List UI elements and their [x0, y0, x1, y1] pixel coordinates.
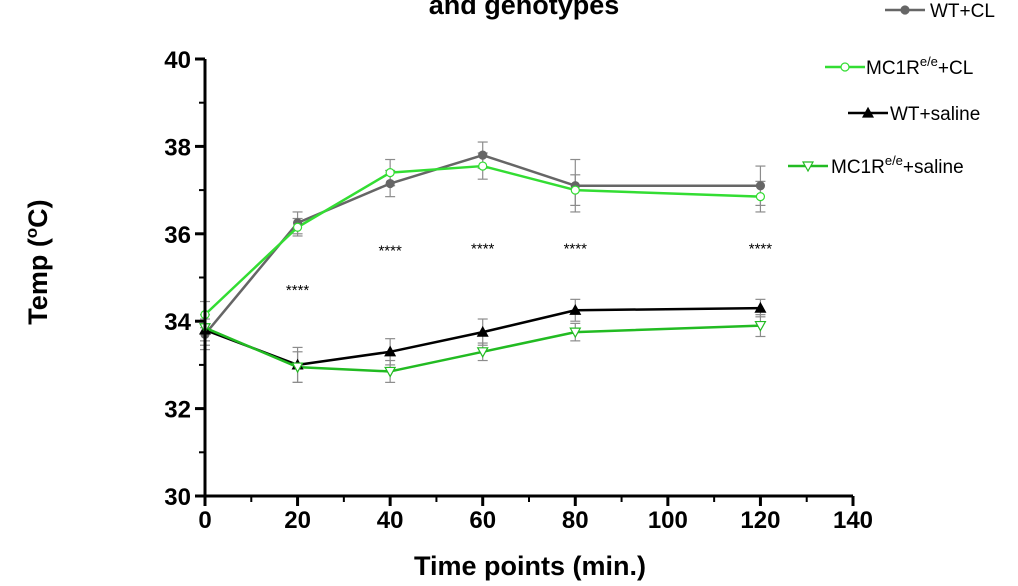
x-tick-label: 40 — [377, 507, 404, 534]
data-point — [385, 178, 395, 189]
data-point — [476, 347, 489, 359]
legend-label: MC1Re/e+saline — [831, 153, 964, 178]
legend-label: WT+saline — [890, 104, 980, 125]
data-point — [291, 362, 304, 374]
y-tick-label: 30 — [164, 484, 191, 511]
series-lines — [204, 153, 761, 373]
significance-annotations: **** **** **** **** **** — [286, 240, 772, 299]
x-tick-label: 100 — [648, 507, 688, 534]
legend: WT+CL MC1Re/e+CL WT+saline MC1Re/e+saline — [788, 1, 995, 178]
x-tick-label: 80 — [562, 507, 589, 534]
x-tick-label: 140 — [833, 507, 873, 534]
x-tick-label: 20 — [284, 507, 311, 534]
data-point — [478, 161, 488, 171]
y-tick-label: 40 — [164, 47, 191, 74]
data-point — [754, 301, 767, 313]
x-tick-label: 0 — [198, 507, 211, 534]
data-point — [384, 345, 397, 357]
legend-swatch-marker — [840, 62, 850, 72]
legend-swatch-marker — [801, 161, 815, 173]
series-line — [204, 164, 761, 316]
legend-item: WT+saline — [848, 104, 980, 125]
y-tick-label: 34 — [164, 309, 191, 336]
x-axis-label: Time points (min.) — [414, 551, 646, 581]
significance-label: **** — [378, 243, 402, 260]
legend-label: WT+CL — [930, 1, 995, 22]
data-point — [292, 222, 303, 232]
y-tick-label: 38 — [164, 134, 191, 161]
legend-item: MC1Re/e+CL — [825, 54, 973, 79]
error-bars — [200, 141, 766, 383]
data-point — [478, 150, 488, 160]
series-line — [204, 306, 761, 367]
data-point — [384, 366, 397, 378]
legend-swatch-marker — [861, 106, 875, 118]
legend-item: WT+CL — [885, 1, 995, 22]
legend-item: MC1Re/e+saline — [788, 153, 964, 178]
significance-label: **** — [286, 282, 310, 299]
y-axis-label: Temp (oC) — [22, 199, 53, 324]
data-point — [569, 304, 582, 315]
y-tick-label: 36 — [164, 222, 191, 249]
x-tick-label: 60 — [469, 507, 496, 534]
data-point — [476, 325, 489, 337]
data-point — [755, 192, 766, 202]
x-tick-label: 120 — [740, 507, 780, 534]
data-point — [754, 320, 767, 332]
axes: 30 32 34 36 38 40 0 20 40 60 80 100 120 140 — [164, 47, 873, 534]
data-point — [755, 181, 766, 191]
legend-swatch-marker — [900, 5, 910, 15]
significance-label: **** — [471, 240, 495, 257]
legend-label: MC1Re/e+CL — [866, 54, 973, 79]
y-tick-label: 32 — [164, 397, 191, 424]
series-markers — [198, 150, 767, 378]
data-point — [570, 185, 580, 195]
significance-label: **** — [564, 240, 588, 257]
chart-title: and genotypes — [429, 0, 620, 20]
data-point — [385, 168, 395, 178]
data-point — [569, 327, 582, 339]
series-line — [204, 324, 761, 373]
significance-label: **** — [749, 240, 773, 257]
